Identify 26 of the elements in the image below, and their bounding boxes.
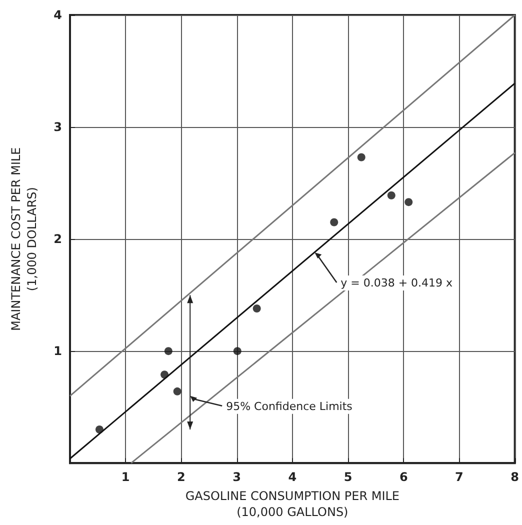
x-axis-title: GASOLINE CONSUMPTION PER MILE (10,000 GALLONS): [185, 489, 400, 519]
point: [160, 370, 169, 379]
x-tick-label: 1: [121, 470, 130, 484]
annotation: 95% Confidence Limits: [226, 400, 353, 413]
point: [387, 191, 396, 200]
point: [330, 218, 338, 226]
point: [252, 304, 261, 313]
point: [95, 425, 104, 434]
point: [233, 347, 242, 356]
point: [164, 347, 172, 356]
y-tick-label: 2: [54, 232, 62, 246]
point: [404, 198, 413, 206]
x-tick-label: 4: [288, 470, 297, 484]
x-tick-label: 5: [344, 470, 352, 484]
y-axis-title: MAINTENANCE COST PER MILE (1,000 DOLLARS): [9, 147, 39, 331]
point: [173, 387, 182, 396]
annotation: y = 0.038 + 0.419 x: [340, 276, 454, 290]
x-tick-label: 7: [455, 470, 464, 484]
x-tick-label: 3: [232, 470, 241, 484]
y-tick-label: 4: [54, 8, 62, 22]
x-tick-label: 8: [510, 470, 520, 484]
point: [357, 153, 366, 162]
x-tick-label: 2: [177, 470, 186, 484]
y-tick-label: 1: [54, 344, 62, 358]
x-tick-label: 6: [399, 470, 408, 484]
y-tick-label: 3: [54, 120, 62, 134]
